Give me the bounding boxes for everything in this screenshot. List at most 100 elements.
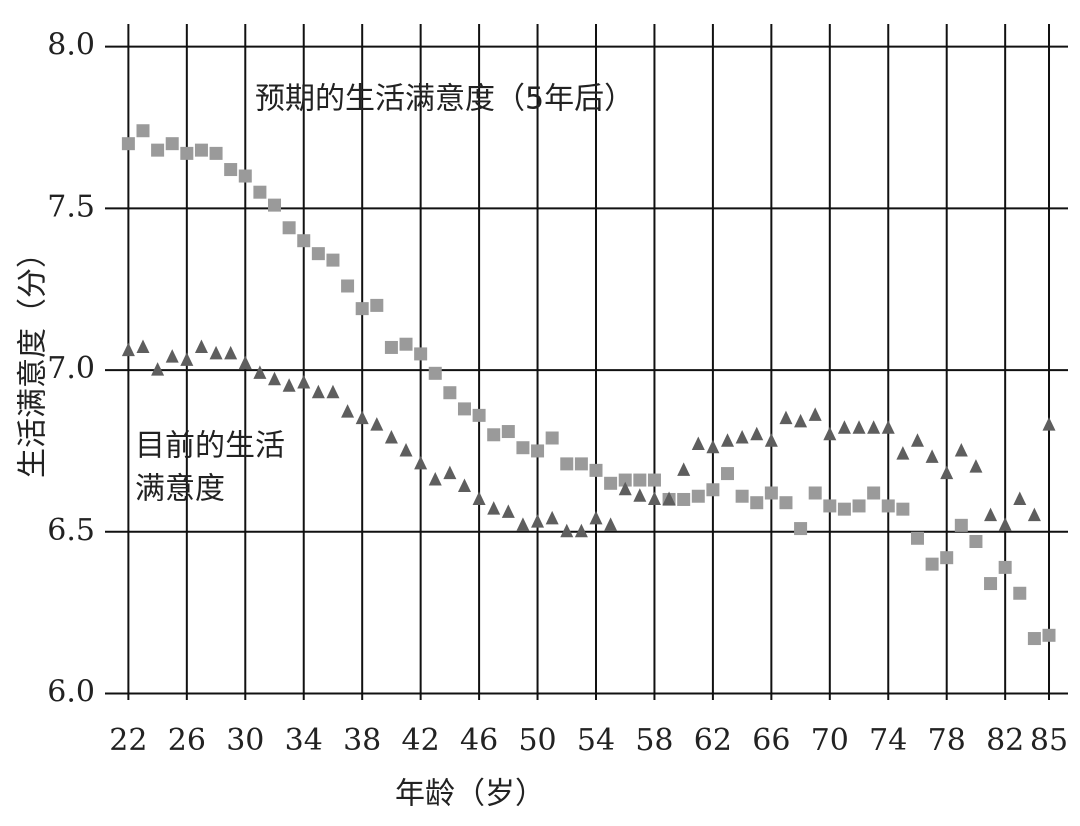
marker: [121, 137, 135, 151]
marker: [852, 420, 866, 434]
marker: [1027, 632, 1041, 646]
annotation: 预期的生活满意度（5年后）: [255, 82, 634, 117]
marker: [355, 302, 369, 316]
marker: [910, 531, 924, 545]
marker: [706, 483, 720, 497]
marker: [311, 247, 325, 261]
x-tick-label: 85: [1030, 723, 1068, 758]
marker: [998, 517, 1012, 531]
y-axis-label: 生活满意度（分）: [16, 238, 51, 478]
y-tick-label: 6.0: [47, 675, 95, 710]
marker: [501, 425, 515, 439]
marker: [443, 465, 457, 480]
marker: [706, 439, 720, 454]
marker: [472, 491, 486, 505]
x-tick-label: 54: [577, 723, 615, 758]
marker: [881, 499, 895, 513]
marker: [779, 410, 793, 425]
x-tick-label: 82: [986, 723, 1024, 758]
marker: [823, 499, 837, 513]
marker: [574, 457, 588, 471]
marker: [969, 459, 983, 473]
marker: [384, 340, 398, 354]
marker: [355, 410, 369, 425]
marker: [253, 365, 267, 379]
marker: [165, 349, 179, 363]
marker: [268, 198, 282, 212]
marker: [750, 496, 764, 510]
marker: [808, 407, 822, 421]
marker: [984, 577, 998, 591]
y-tick-label: 7.0: [47, 351, 95, 386]
marker: [969, 535, 983, 549]
x-axis-label: 年龄（岁）: [395, 777, 545, 812]
marker: [940, 465, 954, 480]
marker: [662, 491, 676, 505]
marker: [472, 408, 486, 422]
marker: [823, 426, 837, 441]
x-tick-label: 46: [460, 723, 498, 758]
marker: [428, 366, 442, 380]
marker: [925, 557, 939, 571]
marker: [180, 146, 194, 160]
marker: [209, 345, 223, 360]
marker: [487, 501, 501, 515]
marker: [896, 502, 910, 516]
y-tick-label: 8.0: [47, 28, 95, 63]
marker: [984, 507, 998, 522]
marker: [910, 433, 924, 447]
marker: [618, 473, 632, 487]
marker: [136, 124, 150, 138]
annotation: 目前的生活: [135, 429, 285, 464]
marker: [691, 436, 705, 450]
marker: [253, 185, 267, 199]
marker: [750, 426, 764, 441]
marker: [501, 504, 515, 518]
marker: [414, 347, 428, 361]
y-tick-label: 7.5: [47, 189, 95, 224]
marker: [1027, 507, 1041, 522]
marker: [399, 337, 413, 351]
marker: [209, 146, 223, 160]
marker: [852, 499, 866, 513]
marker: [691, 489, 705, 503]
marker: [224, 163, 238, 177]
marker: [633, 473, 647, 487]
marker: [647, 491, 661, 505]
marker: [414, 455, 428, 470]
x-tick-label: 66: [752, 723, 790, 758]
marker: [574, 523, 588, 538]
marker: [1013, 586, 1027, 600]
marker: [282, 221, 296, 235]
y-tick-label: 6.5: [47, 513, 95, 548]
marker: [1042, 417, 1056, 431]
marker: [224, 345, 238, 360]
x-tick-label: 38: [343, 723, 381, 758]
marker: [954, 442, 968, 457]
marker: [531, 444, 545, 458]
x-tick-label: 70: [811, 723, 849, 758]
marker: [165, 137, 179, 151]
marker: [589, 463, 603, 477]
marker: [370, 417, 384, 431]
marker: [268, 371, 282, 386]
x-tick-label: 74: [869, 723, 907, 758]
marker: [837, 502, 851, 516]
marker: [443, 386, 457, 400]
marker: [516, 517, 530, 531]
marker: [136, 339, 150, 353]
marker: [721, 467, 735, 481]
marker: [238, 169, 252, 183]
x-tick-label: 62: [694, 723, 732, 758]
marker: [560, 523, 574, 538]
marker: [121, 342, 135, 357]
marker: [721, 433, 735, 447]
marker: [896, 446, 910, 460]
marker: [633, 488, 647, 502]
marker: [545, 431, 559, 445]
marker: [341, 279, 355, 293]
marker: [647, 473, 661, 487]
marker: [326, 384, 340, 399]
marker: [677, 492, 691, 506]
marker: [677, 462, 691, 476]
